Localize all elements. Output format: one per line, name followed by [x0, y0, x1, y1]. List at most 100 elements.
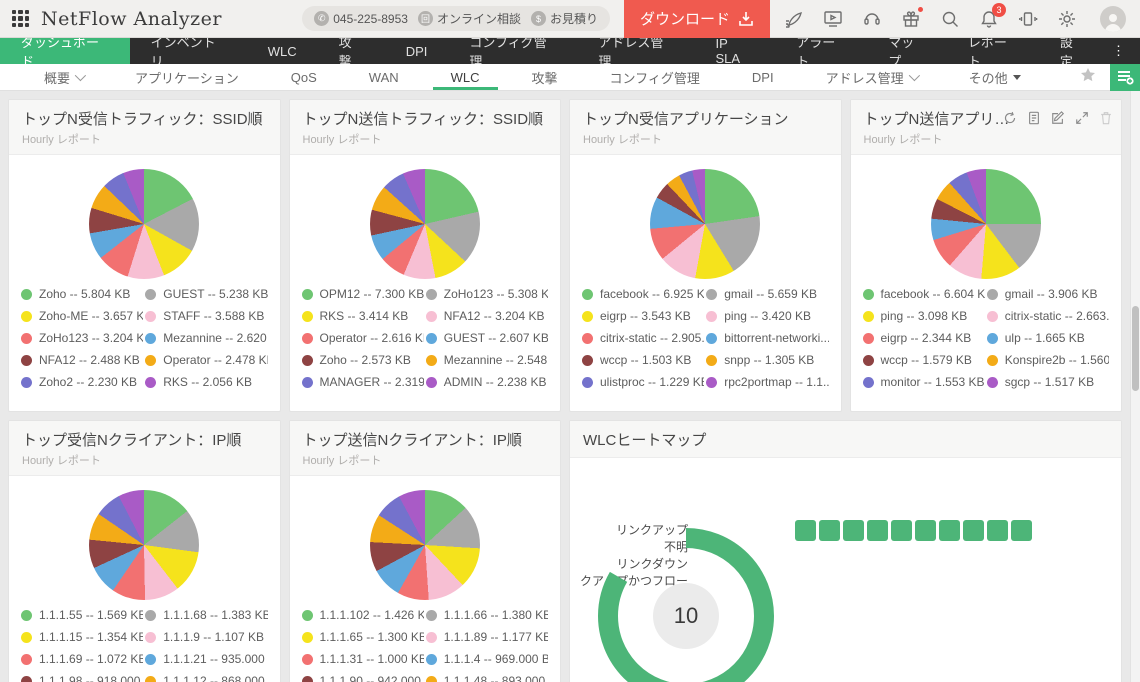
legend-dot: [301, 354, 313, 366]
download-button[interactable]: ダウンロード: [623, 0, 770, 38]
pie-chart[interactable]: [650, 169, 761, 279]
legend: Zoho -- 5.804 KB GUEST -- 5.238 KB Zoho-ME…: [21, 287, 268, 389]
legend-dot: [425, 653, 437, 665]
export-report-icon[interactable]: [1027, 111, 1041, 125]
legend: 1.1.1.55 -- 1.569 KB 1.1.1.68 -- 1.383 KB…: [21, 608, 268, 682]
nav-item-reports[interactable]: レポート: [967, 35, 1007, 69]
legend-dot: [21, 609, 32, 621]
mobile-vibrate-icon[interactable]: [1018, 9, 1038, 29]
nav-item-inventory[interactable]: インベントリ: [150, 35, 216, 69]
refresh-icon[interactable]: [1003, 111, 1017, 125]
subnav-item-attacks[interactable]: 攻撃: [531, 70, 558, 86]
nav-item-ip-sla[interactable]: IP SLA: [715, 36, 741, 66]
legend-item: ping -- 3.420 KB: [706, 309, 828, 323]
nav-item-dpi[interactable]: DPI: [405, 43, 428, 59]
widget-top-tx-clients-ip: トップ送信Nクライアント：IP順 Hourly レポート 1.1.1.102 -…: [288, 420, 561, 682]
legend-dot: [301, 310, 313, 322]
headset-icon[interactable]: [862, 9, 882, 29]
pie-chart[interactable]: [89, 169, 200, 279]
heatmap-cell[interactable]: [915, 520, 936, 541]
add-dashboard-button[interactable]: [1110, 63, 1140, 91]
subnav-item-dpi[interactable]: DPI: [751, 69, 774, 85]
pie-chart[interactable]: [89, 490, 200, 600]
heatmap-cell[interactable]: [963, 520, 984, 541]
legend-dot: [706, 376, 718, 388]
legend-item: wccp -- 1.579 KB: [862, 353, 985, 367]
subnav-item-qos[interactable]: QoS: [290, 69, 317, 85]
subnav-item-others[interactable]: その他: [943, 64, 1047, 90]
nav-item-attacks[interactable]: 攻撃: [338, 35, 352, 69]
subnav-item-address-mgmt[interactable]: アドレス管理: [800, 64, 943, 90]
user-avatar[interactable]: [1100, 5, 1126, 32]
legend-dot: [862, 376, 874, 388]
bell-icon[interactable]: 3: [979, 2, 1006, 29]
legend-item: facebook -- 6.604 KB: [862, 287, 985, 301]
nav-item-settings[interactable]: 設定: [1059, 35, 1073, 69]
nav-item-dashboard[interactable]: ダッシュボード: [0, 35, 130, 69]
pie-chart[interactable]: [930, 169, 1041, 279]
legend-item: RKS -- 3.414 KB: [301, 309, 424, 323]
legend-item: GUEST -- 2.607 KB: [425, 331, 548, 345]
heatmap-cell[interactable]: [843, 520, 864, 541]
widget-subtitle: Hourly レポート: [22, 134, 101, 146]
widget-top-tx-traffic-ssid: トップN送信トラフィック：SSID順 Hourly レポート OPM12 -- …: [288, 99, 561, 412]
legend-dot: [21, 653, 32, 665]
legend-item: STAFF -- 3.588 KB: [145, 309, 267, 323]
gift-icon[interactable]: [901, 6, 923, 29]
nav-item-address-mgmt[interactable]: アドレス管理: [598, 35, 664, 69]
heatmap-cell[interactable]: [819, 520, 840, 541]
pie-chart[interactable]: [369, 490, 480, 600]
subnav-item-overview[interactable]: 概要: [18, 64, 109, 90]
legend-dot: [145, 332, 157, 344]
legend: OPM12 -- 7.300 KB ZoHo123 -- 5.308 KB RKS …: [301, 287, 548, 389]
subnav-item-wan[interactable]: WAN: [368, 69, 399, 85]
dollar-icon: $: [530, 11, 546, 26]
delete-icon[interactable]: [1099, 111, 1113, 125]
widget-title: トップ受信Nクライアント：IP順: [22, 432, 242, 449]
demo-screen-icon[interactable]: [823, 9, 843, 29]
legend-item: citrix-static -- 2.905...: [582, 331, 704, 345]
nav-item-config-mgmt[interactable]: コンフィグ管理: [469, 35, 547, 69]
legend-item: snpp -- 1.305 KB: [706, 353, 828, 367]
nav-overflow-icon[interactable]: ⋮: [1112, 43, 1126, 58]
quote-link[interactable]: $ お見積り: [530, 10, 598, 27]
legend-item: Mezannine -- 2.620 ...: [145, 331, 268, 345]
heatmap-cell[interactable]: [795, 520, 816, 541]
heatmap-cell[interactable]: [987, 520, 1008, 541]
phone-link[interactable]: ✆ 045-225-8953: [314, 11, 408, 26]
legend-dot: [145, 354, 157, 366]
nav-item-maps[interactable]: マップ: [888, 35, 915, 69]
search-icon[interactable]: [940, 9, 960, 29]
heatmap-cell[interactable]: [867, 520, 888, 541]
widget-wlc-heatmap: WLCヒートマップ リンクアップ不明リンクダウンクアップかつフローなし 10: [569, 420, 1122, 682]
subnav-item-applications[interactable]: アプリケーション: [135, 70, 239, 86]
apps-grid-icon[interactable]: [12, 10, 29, 27]
edit-icon[interactable]: [1051, 111, 1065, 125]
subnav-item-config-mgmt[interactable]: コンフィグ管理: [609, 70, 700, 86]
legend-item: 1.1.1.21 -- 935.000 ...: [145, 652, 268, 666]
heatmap-cell[interactable]: [891, 520, 912, 541]
nav-item-wlc[interactable]: WLC: [267, 43, 297, 59]
gear-icon[interactable]: [1057, 9, 1077, 29]
scrollbar-thumb[interactable]: [1132, 306, 1139, 391]
nav-item-alerts[interactable]: アラート: [796, 35, 836, 69]
legend-item: eigrp -- 3.543 KB: [582, 309, 704, 323]
legend-dot: [986, 332, 998, 344]
widget-actions: [1003, 111, 1113, 125]
subnav-item-wlc[interactable]: WLC: [425, 64, 506, 90]
expand-icon[interactable]: [1075, 111, 1089, 125]
favorite-star-icon[interactable]: [1066, 67, 1110, 88]
device-total: 10: [653, 583, 719, 649]
heatmap-cell[interactable]: [939, 520, 960, 541]
legend-item: Mezannine -- 2.548 ...: [425, 353, 548, 367]
legend: 1.1.1.102 -- 1.426 KB 1.1.1.66 -- 1.380 K…: [301, 608, 548, 682]
chevron-down-icon: [908, 69, 920, 82]
rocket-icon[interactable]: [784, 9, 804, 29]
legend-dot: [582, 332, 593, 344]
online-consult-link[interactable]: 回 オンライン相談: [417, 10, 521, 27]
pie-chart[interactable]: [369, 169, 480, 279]
heatmap-cell[interactable]: [1011, 520, 1032, 541]
legend-dot: [425, 332, 437, 344]
legend-item: 1.1.1.69 -- 1.072 KB: [21, 652, 143, 666]
legend-item: RKS -- 2.056 KB: [145, 375, 267, 389]
